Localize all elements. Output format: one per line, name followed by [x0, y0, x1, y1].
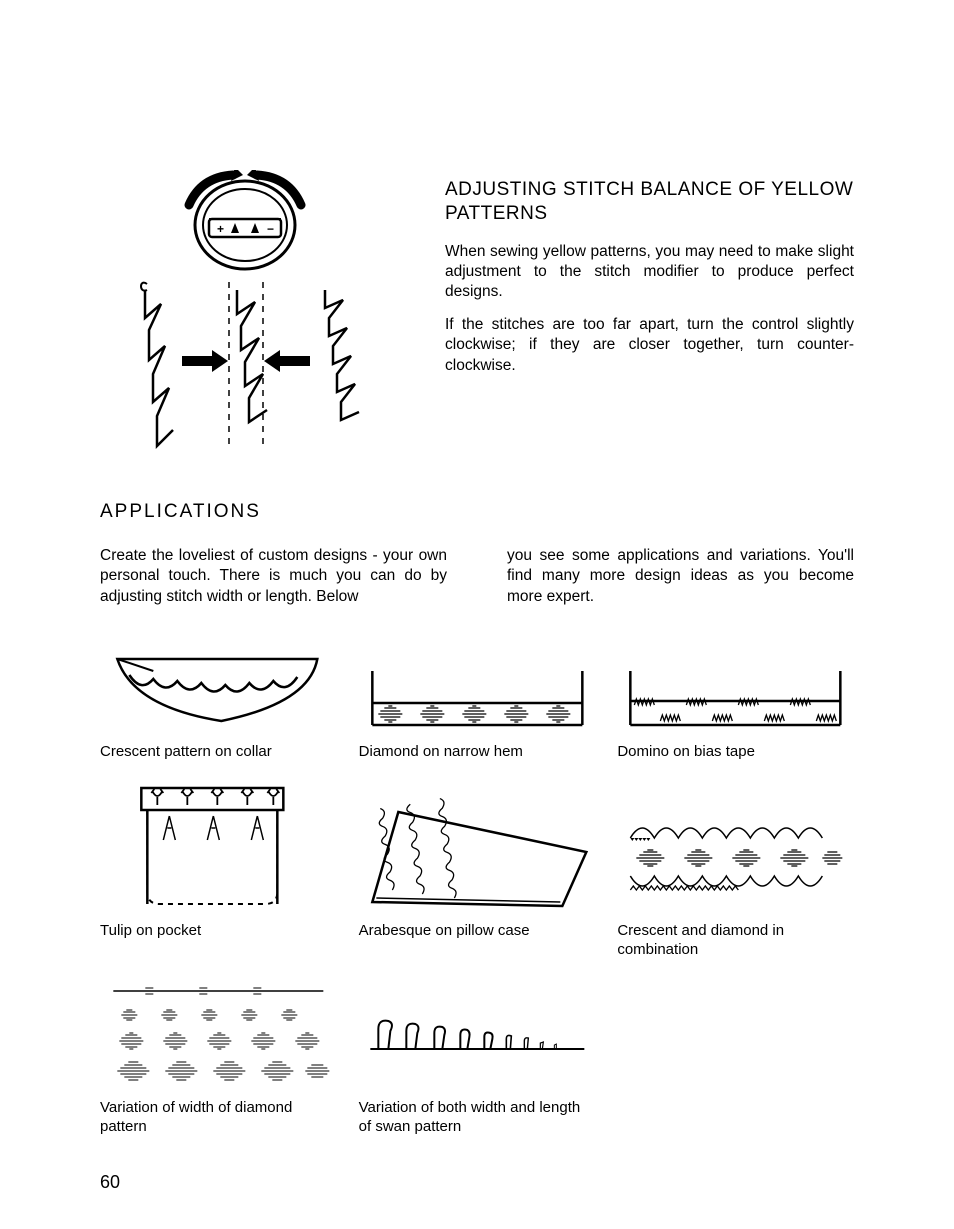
applications-grid: Crescent pattern on collar — [100, 641, 854, 1137]
paragraph: Create the loveliest of custom designs -… — [100, 546, 447, 607]
app-diamond-hem: Diamond on narrow hem — [359, 641, 596, 762]
section-heading-stitch-balance: ADJUSTING STITCH BALANCE OF YELLOW PATTE… — [445, 178, 854, 226]
page-number: 60 — [100, 1172, 120, 1193]
svg-text:+: + — [217, 222, 224, 236]
caption: Diamond on narrow hem — [359, 743, 596, 762]
paragraph: If the stitches are too far apart, turn … — [445, 315, 854, 376]
caption: Variation of both width and length of sw… — [359, 1099, 596, 1137]
app-domino-bias: Domino on bias tape — [617, 641, 854, 762]
caption: Crescent and diamond in combination — [617, 922, 854, 960]
app-crescent-diamond-combo: Crescent and diamond in combination — [617, 782, 854, 960]
paragraph: When sewing yellow patterns, you may nee… — [445, 242, 854, 303]
app-crescent-collar: Crescent pattern on collar — [100, 641, 337, 762]
caption: Arabesque on pillow case — [359, 922, 596, 941]
app-arabesque-pillow: Arabesque on pillow case — [359, 782, 596, 960]
app-swan-variation: Variation of both width and length of sw… — [359, 979, 596, 1137]
caption: Crescent pattern on collar — [100, 743, 337, 762]
caption: Domino on bias tape — [617, 743, 854, 762]
app-diamond-width-variation: Variation of width of diamond pattern — [100, 979, 337, 1137]
section-heading-applications: APPLICATIONS — [100, 500, 854, 524]
stitch-balance-figure: + − — [100, 170, 390, 460]
caption: Variation of width of diamond pattern — [100, 1099, 337, 1137]
caption: Tulip on pocket — [100, 922, 337, 941]
svg-text:−: − — [267, 222, 274, 236]
app-tulip-pocket: Tulip on pocket — [100, 782, 337, 960]
paragraph: you see some applications and variations… — [507, 546, 854, 607]
